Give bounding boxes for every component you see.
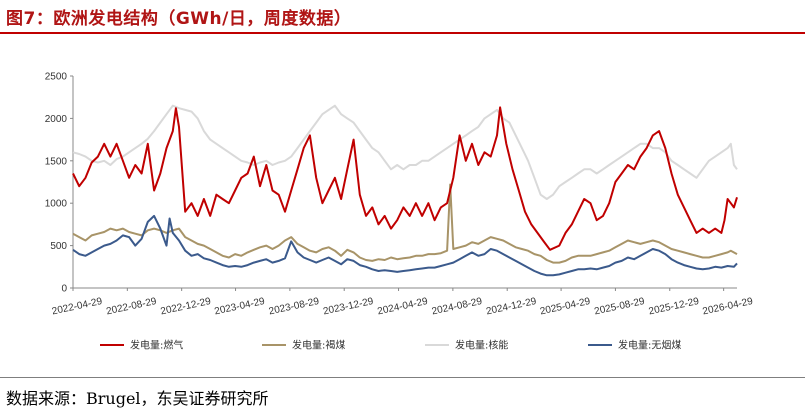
- series-line-3: [72, 214, 738, 277]
- y-tick-label: 500: [50, 241, 67, 252]
- x-tick-label: 2022-12-29: [160, 296, 213, 317]
- x-tick-label: 2023-04-29: [214, 296, 267, 317]
- y-tick-label: 2000: [45, 114, 68, 125]
- chart-title: 图7：欧洲发电结构（GWh/日，周度数据）: [6, 9, 352, 29]
- x-tick-label: 2024-08-29: [431, 296, 484, 317]
- legend-label: 发电量:核能: [455, 339, 508, 352]
- chart: 0 500 1000 1500 2000 2500 2022-04-29 2022-08-29…: [45, 72, 755, 352]
- series-line-0: [72, 106, 738, 251]
- x-tick-label: 2023-12-29: [322, 296, 375, 317]
- y-tick-label: 1500: [45, 156, 68, 167]
- x-tick-label: 2024-12-29: [485, 296, 538, 317]
- x-tick-label: 2025-08-29: [593, 296, 646, 317]
- x-tick-label: 2026-04-29: [702, 296, 755, 317]
- series-line-2: [72, 104, 738, 200]
- legend-label: 发电量:褐煤: [292, 339, 345, 352]
- x-tick-label: 2025-12-29: [648, 296, 701, 317]
- x-tick-label: 2022-04-29: [51, 296, 104, 317]
- source-divider: [0, 377, 805, 378]
- legend-label: 发电量:无烟煤: [618, 339, 681, 352]
- y-tick-label: 2500: [45, 72, 68, 83]
- x-tick-label: 2023-08-29: [268, 296, 321, 317]
- series-line-1: [72, 183, 738, 264]
- x-tick-label: 2022-08-29: [105, 296, 158, 317]
- y-tick-label: 0: [61, 284, 67, 295]
- title-bar: 图7：欧洲发电结构（GWh/日，周度数据）: [0, 0, 805, 34]
- x-tick-label: 2025-04-29: [539, 296, 592, 317]
- x-tick-label: 2024-04-29: [377, 296, 430, 317]
- y-tick-label: 1000: [45, 199, 68, 210]
- legend-label: 发电量:燃气: [130, 339, 183, 352]
- source-note: 数据来源：Brugel，东吴证券研究所: [6, 389, 269, 408]
